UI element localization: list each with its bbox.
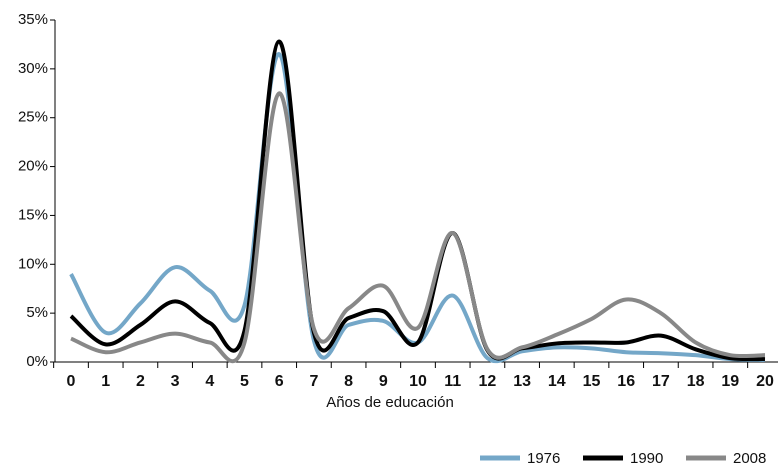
x-tick-label: 10 xyxy=(409,373,427,390)
x-tick-label: 7 xyxy=(309,373,318,390)
line xyxy=(69,52,766,364)
x-tick-label: 11 xyxy=(444,373,461,390)
x-tick-label: 20 xyxy=(756,373,774,390)
x-tick-label: 14 xyxy=(548,373,566,390)
x-tick-label: 15 xyxy=(583,373,601,390)
y-tick-label: 20% xyxy=(18,158,48,175)
x-tick-label: 9 xyxy=(379,373,388,390)
x-tick-label: 1 xyxy=(101,373,110,390)
x-tick-label: 12 xyxy=(479,373,497,390)
x-tick-label: 8 xyxy=(344,373,353,390)
x-axis-title: Años de educación xyxy=(326,394,454,411)
y-tick-label: 5% xyxy=(26,304,48,321)
x-tick-label: 4 xyxy=(205,373,214,390)
y-tick-label: 35% xyxy=(18,11,48,28)
x-tick-label: 6 xyxy=(275,373,284,390)
x-tick-label: 19 xyxy=(721,373,739,390)
y-tick-label: 10% xyxy=(18,255,48,272)
line xyxy=(70,91,766,364)
y-tick-label: 0% xyxy=(26,353,48,370)
y-tick-label: 30% xyxy=(18,60,48,77)
x-tick-label: 16 xyxy=(617,373,635,390)
x-tick-label: 3 xyxy=(171,373,180,390)
legend-label: 1976 xyxy=(527,450,560,467)
x-tick-label: 2 xyxy=(136,373,145,390)
legend-label: 1990 xyxy=(630,450,663,467)
x-tick-label: 13 xyxy=(513,373,531,390)
x-tick-label: 18 xyxy=(687,373,705,390)
x-tick-label: 5 xyxy=(240,373,249,390)
x-tick-label: 0 xyxy=(67,373,76,390)
line xyxy=(69,39,766,362)
y-tick-label: 25% xyxy=(18,109,48,126)
y-tick-label: 15% xyxy=(18,206,48,223)
x-tick-label: 17 xyxy=(652,373,670,390)
legend-label: 2008 xyxy=(733,450,766,467)
